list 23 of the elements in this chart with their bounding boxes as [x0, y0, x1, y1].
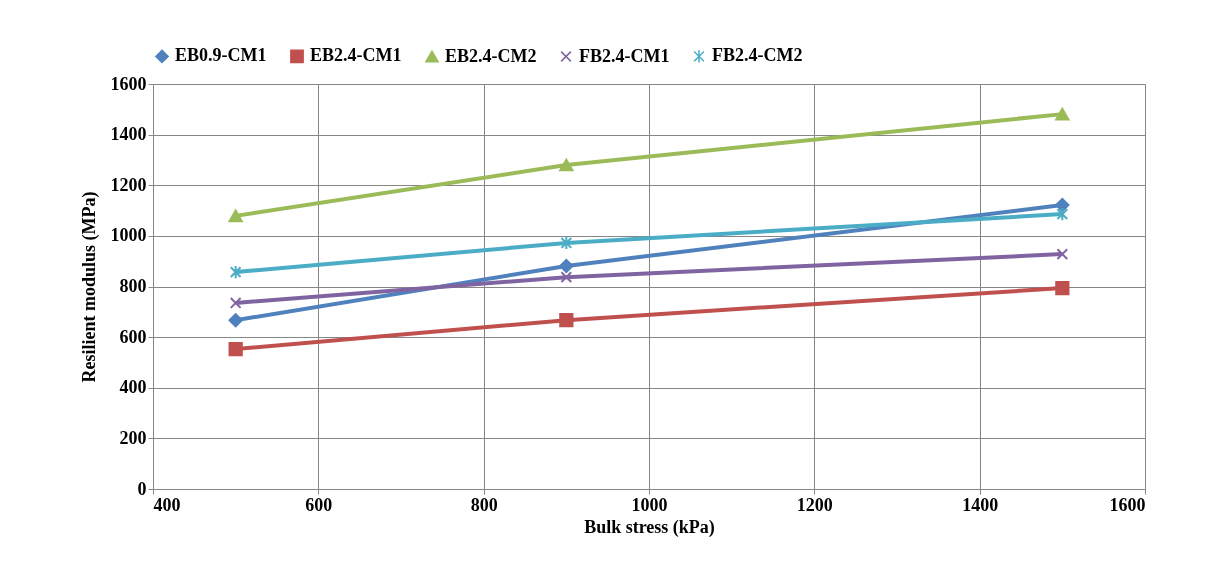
- legend-label: EB2.4-CM1: [310, 45, 402, 66]
- x-tick-label: 1600: [1109, 494, 1146, 515]
- y-tick-label: 1000: [110, 225, 147, 246]
- legend-label: FB2.4-CM2: [712, 45, 803, 66]
- y-tick-label: 200: [119, 427, 147, 448]
- y-tick-label: 0: [137, 478, 147, 499]
- legend-label: FB2.4-CM1: [579, 45, 670, 66]
- x-tick-label: 600: [305, 494, 333, 515]
- legend-label: EB0.9-CM1: [175, 45, 267, 66]
- legend-label: EB2.4-CM2: [445, 45, 537, 66]
- y-tick-label: 400: [119, 377, 147, 398]
- y-tick-label: 1200: [110, 174, 147, 195]
- y-tick-label: 1600: [110, 73, 147, 94]
- x-tick-label: 1000: [631, 494, 668, 515]
- x-tick-label: 1200: [796, 494, 833, 515]
- y-tick-label: 1400: [110, 124, 147, 145]
- y-tick-label: 800: [119, 276, 147, 296]
- x-axis-title: Bulk stress (kPa): [584, 516, 715, 538]
- y-tick-label: 600: [119, 326, 147, 347]
- x-tick-label: 400: [153, 494, 181, 515]
- y-axis-title: Resilient modulus (MPa): [78, 191, 100, 383]
- x-tick-label: 800: [470, 494, 498, 515]
- x-tick-label: 1400: [962, 494, 999, 515]
